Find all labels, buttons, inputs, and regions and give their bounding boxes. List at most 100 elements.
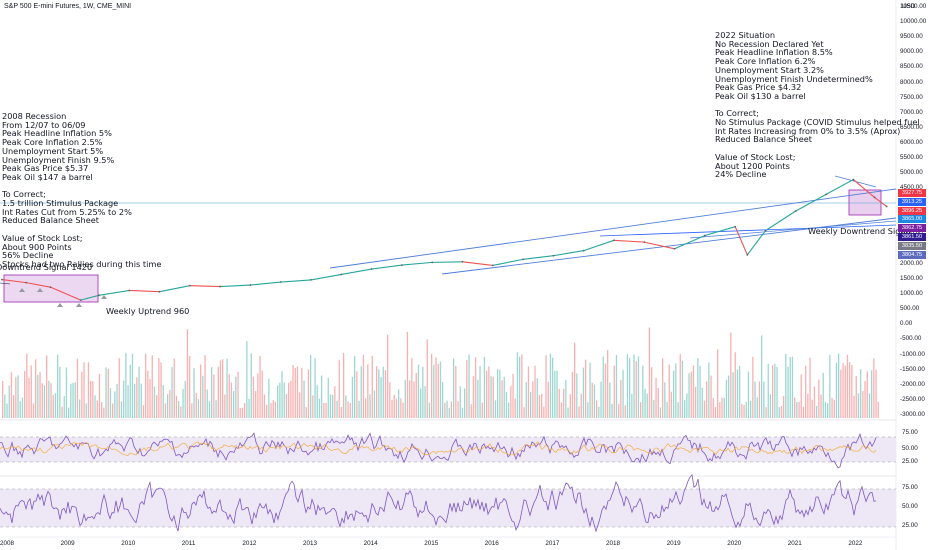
note-line: Unemployment Finish 9.5% [2, 154, 115, 165]
price-tick-label: 2000.00 [900, 259, 923, 267]
volume-bar [455, 366, 457, 418]
volume-bar [13, 395, 15, 418]
trend-line[interactable] [599, 224, 897, 237]
downtrend-label-2008[interactable]: Downtrend Signal 1420 [0, 262, 93, 272]
volume-bar [571, 371, 574, 418]
rectangle-drawing-2022[interactable] [848, 189, 882, 216]
volume-bar [422, 366, 424, 418]
price-tick-label: 10500.00 [900, 3, 927, 10]
price-segment [371, 264, 402, 270]
price-tick-label: 0.00 [900, 320, 913, 328]
note-line: Peak Headline Inflation 5% [2, 128, 112, 139]
downtrend-label-2022[interactable]: Weekly Downtrend Signa [808, 226, 911, 236]
volume-bar [470, 404, 472, 418]
volume-bar [164, 403, 167, 418]
volume-bar [402, 402, 404, 418]
price-segment [80, 294, 100, 301]
volume-bar [644, 388, 646, 418]
note-line: Reduced Balance Sheet [715, 134, 813, 145]
volume-bar [794, 397, 796, 418]
uptrend-label-2009[interactable]: Weekly Uptrend 960 [106, 306, 190, 316]
arrow-up-marker [76, 303, 82, 307]
volume-bar [758, 381, 761, 418]
price-tick-label: 9500.00 [900, 33, 923, 41]
volume-bar [307, 369, 310, 418]
time-tick-label: 2010 [121, 540, 136, 547]
note-line: 24% Decline [715, 169, 767, 180]
volume-bar [545, 355, 547, 418]
volume-bar [459, 386, 461, 418]
volume-bar [611, 403, 613, 418]
time-tick-label: 2012 [242, 540, 257, 547]
volume-bar [864, 381, 866, 418]
price-tick-label: 7500.00 [900, 93, 923, 101]
volume-bar [675, 363, 677, 418]
volume-bar [398, 389, 400, 418]
note-line: Value of Stock Lost; [2, 232, 83, 243]
volume-bar [369, 394, 371, 418]
volume-bar [241, 407, 244, 418]
price-segment [341, 268, 372, 276]
volume-bar [160, 362, 162, 418]
price-tag: 3861.50 [898, 233, 926, 241]
volume-bar [349, 402, 351, 418]
volume-bar [244, 403, 246, 418]
volume-bar [642, 365, 644, 418]
volume-bar [8, 385, 10, 418]
volume-bar [512, 373, 514, 418]
trend-line-2[interactable] [689, 220, 897, 239]
volume-bar [651, 367, 653, 418]
price-point [764, 229, 767, 232]
volume-bar [292, 365, 294, 418]
volume-bar [820, 394, 822, 418]
volume-bar [569, 394, 571, 418]
note-line: Unemployment Start 3.2% [715, 64, 824, 75]
volume-bar [351, 376, 354, 418]
volume-bar [587, 402, 589, 418]
volume-bar [538, 395, 541, 418]
price-tick-label: 5500.00 [900, 154, 923, 162]
volume-bar [556, 370, 558, 418]
volume-bar [472, 376, 475, 418]
volume-bar [6, 403, 8, 418]
rectangle-drawing-2008[interactable] [3, 274, 99, 303]
volume-bar [74, 382, 76, 418]
volume-bar [844, 365, 846, 418]
volume-bar [481, 402, 483, 418]
volume-bar [376, 366, 378, 418]
volume-bar [387, 334, 389, 418]
note-line: No Stimulus Package (COVID Stimulus help… [715, 117, 920, 128]
volume-bar [46, 355, 48, 418]
note-line: Peak Core Inflation 6.2% [715, 56, 816, 67]
volume-bar [494, 400, 497, 418]
volume-bar [246, 341, 248, 418]
price-tick-label: 1000.00 [900, 290, 923, 298]
price-series [1, 178, 888, 302]
rsi-band-1 [0, 437, 896, 462]
time-tick-label: 2013 [303, 540, 318, 547]
volume-bar [541, 393, 543, 418]
volume-bar [706, 381, 708, 418]
volume-bar [600, 381, 602, 418]
volume-bar [475, 357, 477, 418]
volume-bar [272, 400, 274, 418]
volume-bar [81, 371, 83, 418]
volume-bar [204, 355, 206, 418]
volume-bar [659, 407, 662, 418]
volume-bar [853, 395, 855, 418]
volume-bar [860, 369, 862, 418]
channel-upper[interactable] [329, 188, 897, 269]
note-line: To Correct; [715, 108, 759, 119]
rsi-tick-label: 50.00 [902, 445, 918, 452]
volume-bar [466, 359, 468, 418]
volume-bar [347, 401, 349, 418]
volume-bar [378, 369, 380, 418]
note-2022-situation[interactable]: 2022 Situation No Recession Declared Yet P… [715, 31, 920, 179]
volume-bar [48, 380, 50, 418]
note-2008-recession[interactable]: 2008 Recession From 12/07 to 06/09 Peak He… [2, 112, 161, 269]
volume-bar [444, 402, 446, 418]
time-tick-label: 2019 [666, 540, 681, 547]
arrow-line[interactable] [0, 282, 11, 285]
volume-bar [389, 382, 391, 418]
